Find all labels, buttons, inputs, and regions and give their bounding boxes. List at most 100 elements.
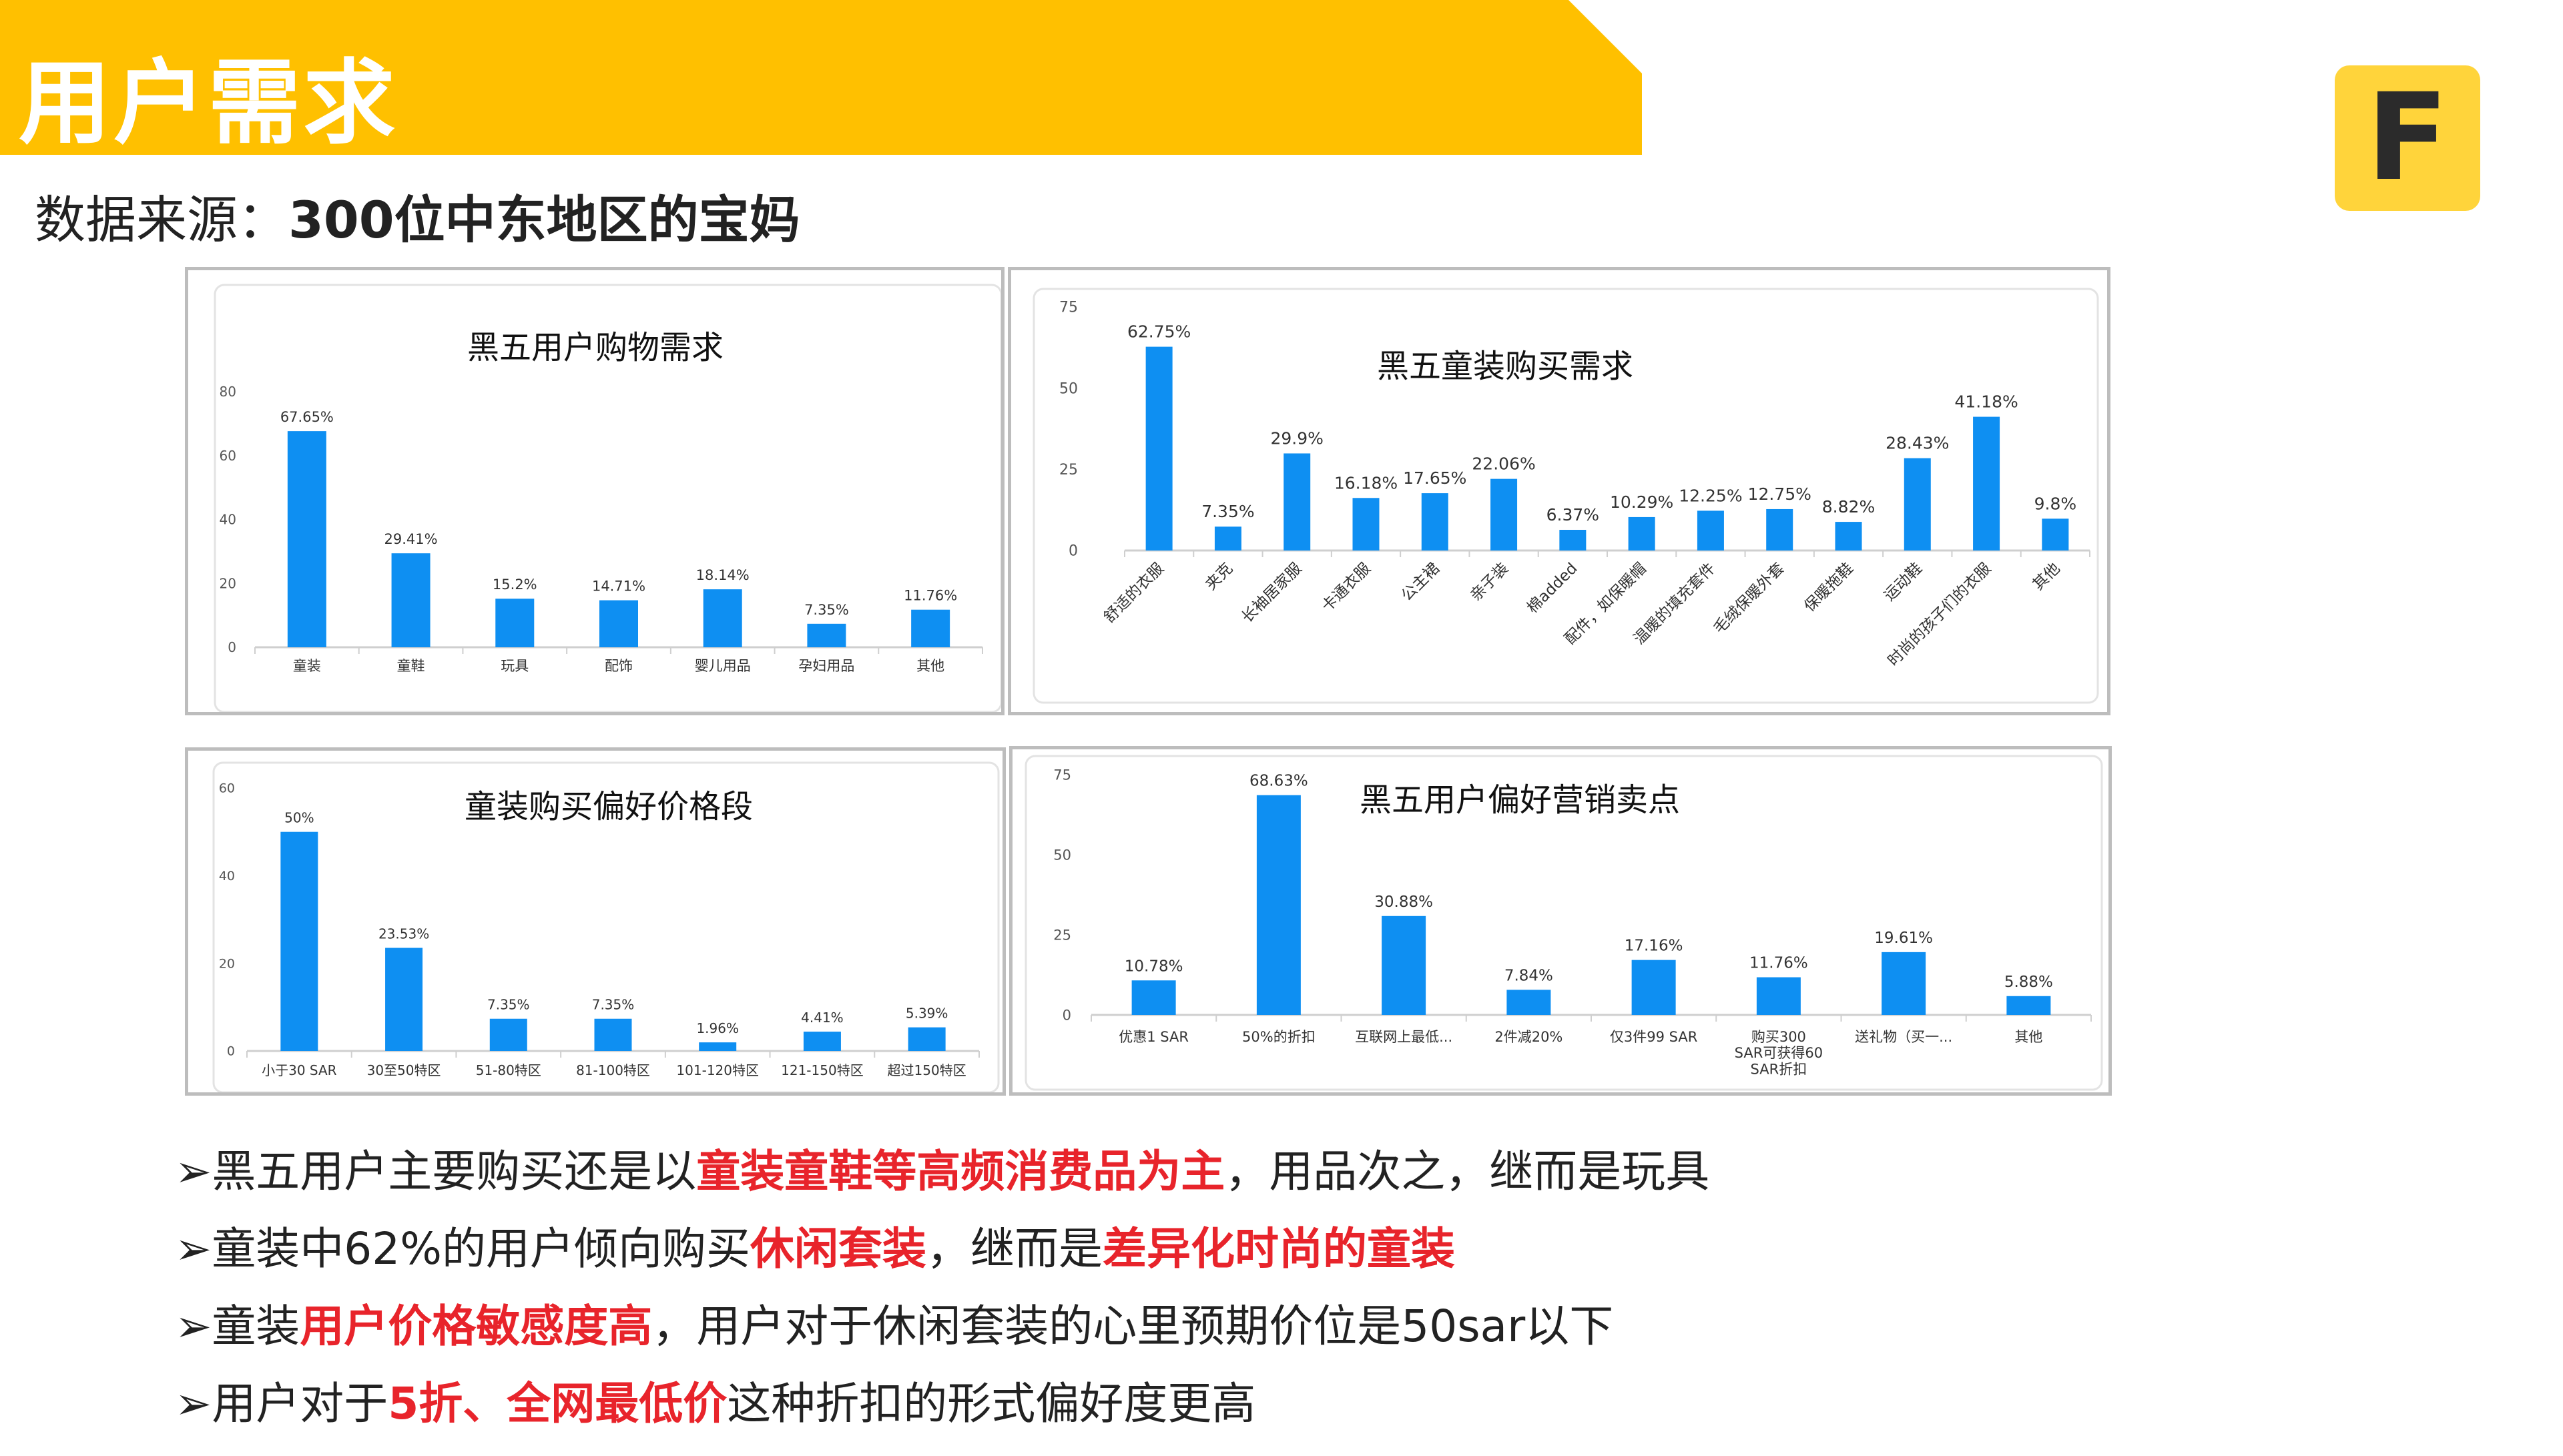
bar bbox=[391, 553, 431, 647]
data-label: 18.14% bbox=[696, 567, 750, 583]
chart-title: 童装购买偏好价格段 bbox=[465, 788, 753, 825]
finding-text: 童装 bbox=[212, 1301, 300, 1352]
finding-text: ，继而是 bbox=[926, 1223, 1103, 1275]
data-label: 5.39% bbox=[906, 1006, 948, 1022]
bar bbox=[594, 1018, 632, 1051]
page-title: 用户需求 bbox=[19, 49, 398, 157]
x-category-label: 50%的折扣 bbox=[1242, 1029, 1316, 1045]
finding-highlight: 5折、全网最低价 bbox=[388, 1378, 728, 1429]
data-label: 10.29% bbox=[1610, 492, 1673, 512]
bar bbox=[1131, 980, 1176, 1015]
y-tick-label: 25 bbox=[1053, 927, 1071, 943]
x-category-label: 童装 bbox=[293, 658, 321, 674]
finding-item: ➢童装用户价格敏感度高，用户对于休闲套装的心里预期价位是50sar以下 bbox=[175, 1301, 2444, 1352]
finding-text: 这种折扣的形式偏好度更高 bbox=[727, 1378, 1256, 1429]
x-category-label: 配饰 bbox=[605, 658, 633, 674]
chart-title: 黑五用户偏好营销卖点 bbox=[1360, 781, 1680, 819]
data-source: 数据来源：300位中东地区的宝妈 bbox=[35, 179, 800, 252]
chart-svg-1: 025507562.75%舒适的衣服7.35%夹克29.9%长袖居家服16.18… bbox=[1033, 288, 2099, 704]
data-label: 7.35% bbox=[1201, 502, 1254, 521]
data-label: 41.18% bbox=[1954, 392, 2018, 412]
bar bbox=[1214, 526, 1241, 551]
chart-svg-2: 0 20 40 60 50% 小于30 SAR 23.53% 30至50特区 7.35% 51-8… bbox=[212, 761, 1000, 1092]
x-category-label: 2件减20% bbox=[1494, 1029, 1562, 1045]
banner-shape bbox=[0, 0, 1642, 155]
x-category-label: 购买300 SAR可获得60 SAR折扣 bbox=[1735, 1029, 1823, 1077]
bar bbox=[599, 600, 638, 647]
bullet-arrow-icon: ➢ bbox=[175, 1146, 212, 1197]
data-label: 7.84% bbox=[1504, 967, 1553, 984]
data-source-value: 300位中东地区的宝妈 bbox=[288, 190, 800, 250]
data-label: 30.88% bbox=[1374, 893, 1433, 911]
x-category-label: 121-150特区 bbox=[781, 1062, 864, 1078]
header-banner bbox=[0, 0, 1642, 155]
x-category-label: 优惠1 SAR bbox=[1119, 1029, 1189, 1045]
x-category-label: 101-120特区 bbox=[676, 1062, 759, 1078]
y-tick-label: 60 bbox=[220, 448, 236, 464]
y-tick-label: 80 bbox=[220, 384, 236, 400]
y-tick-label: 20 bbox=[219, 956, 235, 971]
bar bbox=[1904, 458, 1931, 551]
bar bbox=[1490, 478, 1518, 551]
chart-title: 黑五用户购物需求 bbox=[467, 329, 724, 366]
key-findings-list: ➢黑五用户主要购买还是以童装童鞋等高频消费品为主，用品次之，继而是玩具 ➢童装中6… bbox=[175, 1146, 2444, 1456]
bar bbox=[2042, 518, 2069, 551]
data-label: 22.06% bbox=[1472, 454, 1535, 474]
bar bbox=[1628, 516, 1655, 551]
bar bbox=[703, 589, 742, 647]
finding-text: ，用户对于休闲套装的心里预期价位是50sar以下 bbox=[652, 1301, 1614, 1352]
finding-item: ➢黑五用户主要购买还是以童装童鞋等高频消费品为主，用品次之，继而是玩具 bbox=[175, 1146, 2444, 1197]
y-tick-label: 60 bbox=[219, 781, 235, 796]
y-tick-label: 0 bbox=[227, 1044, 235, 1059]
data-label: 8.82% bbox=[1822, 497, 1875, 516]
y-tick-label: 0 bbox=[1063, 1007, 1071, 1023]
data-label: 1.96% bbox=[696, 1020, 739, 1036]
bar bbox=[1835, 522, 1862, 551]
data-label: 67.65% bbox=[280, 409, 334, 425]
x-category-label: 仅3件99 SAR bbox=[1610, 1029, 1697, 1045]
bar bbox=[1559, 529, 1587, 551]
finding-text: ，用品次之，继而是玩具 bbox=[1225, 1146, 1710, 1197]
y-tick-label: 20 bbox=[220, 575, 236, 591]
bar bbox=[1145, 346, 1173, 551]
x-category-label: 送礼物（买一... bbox=[1855, 1029, 1952, 1045]
data-label: 29.9% bbox=[1271, 428, 1324, 448]
bar bbox=[385, 948, 423, 1051]
chart-svg-0: 0 20 40 60 80 67.65% 童装 29.41% 童鞋 15.2% 玩具 14.71% 配饰… bbox=[214, 284, 1001, 712]
data-label: 17.16% bbox=[1625, 938, 1683, 955]
y-tick-label: 50 bbox=[1059, 380, 1078, 397]
chart-panel-price-preference: 0 20 40 60 50% 小于30 SAR 23.53% 30至50特区 7.35% 51-8… bbox=[185, 747, 1006, 1096]
x-category-label: 玩具 bbox=[501, 658, 529, 674]
logo-letter: F bbox=[2366, 68, 2449, 208]
data-label: 28.43% bbox=[1886, 434, 1949, 453]
chart-panel-kids-clothing-needs: 0 25 50 75 62.75% 舒适的衣服 7.35% 夹克 29.9% 长袖居家服 16.18… bbox=[1008, 267, 2110, 715]
y-tick-label: 40 bbox=[220, 512, 236, 528]
y-tick-label: 75 bbox=[1059, 300, 1078, 316]
bar bbox=[495, 599, 535, 647]
x-category-label: 51-80特区 bbox=[476, 1062, 541, 1078]
bar bbox=[1882, 952, 1926, 1015]
finding-highlight: 差异化时尚的童装 bbox=[1103, 1223, 1456, 1275]
y-tick-label: 75 bbox=[1053, 767, 1071, 783]
data-label: 23.53% bbox=[378, 926, 429, 942]
x-category-label: 其他 bbox=[916, 658, 944, 674]
bar bbox=[1631, 960, 1676, 1015]
bar bbox=[1421, 493, 1448, 551]
y-tick-label: 40 bbox=[219, 869, 235, 883]
bar bbox=[1697, 510, 1724, 551]
data-label: 6.37% bbox=[1546, 505, 1599, 524]
bar bbox=[1973, 416, 2000, 551]
x-category-label: 超过150特区 bbox=[888, 1062, 966, 1078]
bar bbox=[1756, 977, 1801, 1015]
bar bbox=[807, 623, 846, 647]
data-label: 10.78% bbox=[1125, 958, 1183, 975]
y-tick-label: 0 bbox=[228, 639, 236, 655]
finding-text: 童装中62%的用户倾向购买 bbox=[212, 1223, 751, 1275]
bar bbox=[280, 831, 318, 1051]
data-label: 50% bbox=[284, 810, 314, 826]
x-category-label: 小于30 SAR bbox=[262, 1062, 337, 1078]
data-label: 11.76% bbox=[1749, 955, 1808, 972]
bar bbox=[699, 1042, 737, 1051]
data-label: 7.35% bbox=[804, 602, 849, 618]
data-label: 7.35% bbox=[487, 997, 530, 1013]
